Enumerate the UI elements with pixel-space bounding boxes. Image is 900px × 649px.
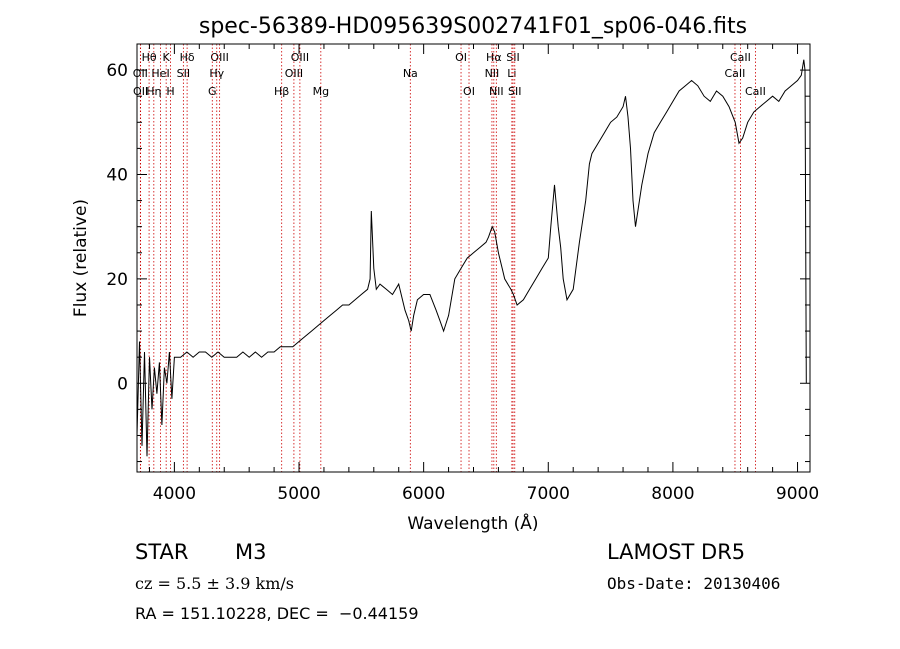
marker-label: H <box>166 85 174 98</box>
x-tick-label: 4000 <box>153 484 196 504</box>
spectrum-series-line <box>136 59 807 457</box>
marker-label: Li <box>507 67 516 80</box>
x-tick-label: 6000 <box>402 484 445 504</box>
marker-label: NII <box>489 85 504 98</box>
marker-label: CaII <box>730 51 751 64</box>
y-tick-label: 60 <box>106 61 128 81</box>
marker-label: OIII <box>285 67 303 80</box>
redshift-velocity: cz = 5.5 ± 3.9 km/s <box>135 574 294 593</box>
marker-label: Hδ <box>180 51 195 64</box>
marker-label: G <box>208 85 217 98</box>
plot-frame <box>136 43 811 473</box>
x-tick-label: 7000 <box>527 484 570 504</box>
marker-label: SII <box>508 85 521 98</box>
survey-name: LAMOST DR5 <box>607 540 746 564</box>
x-tick-label: 8000 <box>651 484 694 504</box>
axis-tick-labels: 4000 5000 6000 7000 8000 9000 0 20 40 60 <box>106 61 819 504</box>
y-tick-label: 20 <box>106 270 128 290</box>
marker-label: SII <box>506 51 519 64</box>
marker-label: Hγ <box>209 67 224 80</box>
marker-label: Na <box>403 67 418 80</box>
marker-label: HeI <box>151 67 169 80</box>
marker-label: OIII <box>210 51 228 64</box>
marker-label: Mg <box>313 85 329 98</box>
observation-date: Obs-Date: 20130406 <box>607 574 781 593</box>
axis-ticks <box>137 43 810 472</box>
object-subclass: M3 <box>235 540 267 564</box>
marker-label: OI <box>455 51 467 64</box>
marker-label: NII <box>485 67 500 80</box>
y-tick-label: 0 <box>117 374 128 394</box>
marker-label: CaII <box>725 67 746 80</box>
y-tick-label: 40 <box>106 165 128 185</box>
marker-label: SII <box>177 67 190 80</box>
marker-label: K <box>163 51 171 64</box>
marker-label: Hθ <box>142 51 157 64</box>
object-class: STAR <box>135 540 189 564</box>
marker-label: Hα <box>486 51 502 64</box>
marker-label: Hβ <box>274 85 289 98</box>
chart-title: spec-56389-HD095639S002741F01_sp06-046.f… <box>199 14 747 39</box>
y-axis-label: Flux (relative) <box>71 199 91 317</box>
x-tick-label: 5000 <box>277 484 320 504</box>
marker-label: OI <box>463 85 475 98</box>
marker-label: CaII <box>745 85 766 98</box>
marker-label: Hη <box>146 85 161 98</box>
x-tick-label: 9000 <box>776 484 819 504</box>
x-axis-label: Wavelength (Å) <box>407 512 538 534</box>
sky-coordinates: RA = 151.10228, DEC = −0.44159 <box>135 604 419 623</box>
marker-label: OIII <box>291 51 309 64</box>
